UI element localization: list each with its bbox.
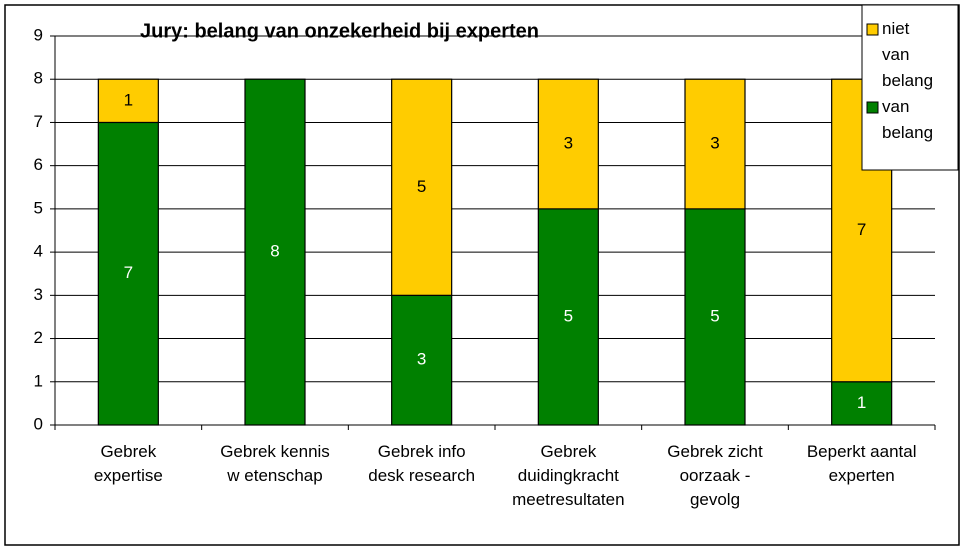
y-tick-label: 0 xyxy=(34,414,43,433)
legend-swatch xyxy=(866,23,879,36)
y-tick-label: 9 xyxy=(34,25,43,44)
x-tick-label: Gebrek duidingkracht meetresultaten xyxy=(512,442,624,509)
bar-segment xyxy=(537,78,599,210)
y-tick-label: 2 xyxy=(34,328,43,347)
chart-border xyxy=(4,4,960,546)
x-tick-label: Beperkt aantal experten xyxy=(807,442,917,485)
y-tick-label: 1 xyxy=(34,371,43,390)
x-tick-label: Gebrek info desk research xyxy=(368,442,475,485)
bar-segment xyxy=(97,78,159,124)
bar-segment xyxy=(97,121,159,426)
y-tick-label: 4 xyxy=(34,242,43,261)
bar-segment xyxy=(684,208,746,426)
y-tick-label: 6 xyxy=(34,155,43,174)
data-label: 8 xyxy=(270,242,279,261)
bar-segment xyxy=(244,78,306,426)
y-tick-label: 7 xyxy=(34,112,43,131)
data-label: 7 xyxy=(124,263,133,282)
bar-segment xyxy=(391,294,453,426)
data-label: 1 xyxy=(857,393,866,412)
y-tick-label: 8 xyxy=(34,69,43,88)
x-tick-label: Gebrek expertise xyxy=(94,442,163,485)
bar-segment xyxy=(537,208,599,426)
data-label: 7 xyxy=(857,220,866,239)
data-label: 5 xyxy=(417,177,426,196)
legend-label: van belang xyxy=(882,97,933,142)
x-tick-label: Gebrek kennis w etenschap xyxy=(220,442,330,485)
legend-swatch xyxy=(866,101,879,114)
chart-title: Jury: belang van onzekerheid bij experte… xyxy=(140,20,539,42)
legend-label: niet van belang xyxy=(882,19,933,90)
x-tick-label: Gebrek zicht oorzaak -gevolg xyxy=(667,442,763,509)
data-label: 1 xyxy=(124,90,133,109)
bar-segment xyxy=(684,78,746,210)
data-label: 3 xyxy=(564,134,573,153)
y-tick-label: 5 xyxy=(34,198,43,217)
data-label: 3 xyxy=(710,134,719,153)
y-tick-label: 3 xyxy=(34,285,43,304)
data-label: 5 xyxy=(564,306,573,325)
bar-segment xyxy=(391,78,453,296)
data-label: 5 xyxy=(710,306,719,325)
data-label: 3 xyxy=(417,350,426,369)
